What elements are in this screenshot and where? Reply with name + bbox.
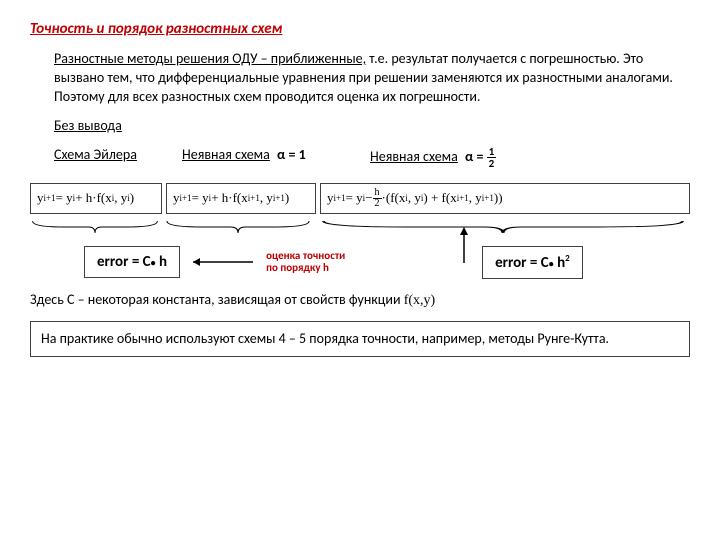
brace-3 [316,220,690,234]
arrow-left-icon [188,252,258,272]
constant-description: Здесь C – некоторая константа, зависящая… [30,291,690,311]
error-box-1: error = C• h [84,246,180,278]
intro-paragraph: Разностные методы решения ОДУ – приближе… [54,50,690,107]
alpha-half-pre: α = [465,148,487,165]
formula-row: yi+1 = yi + h·f(xi, yi) yi+1 = yi + h·f(… [30,183,690,214]
subheading: Без вывода [54,117,690,134]
accuracy-note: оценка точности по порядку h [266,250,386,275]
formula-implicit2: yi+1 = yi − h2·(f(xi, yi) + f(xi+1, yi+1… [320,183,690,214]
alpha-1: α = 1 [277,146,306,163]
scheme-implicit1-label: Неявная схема [182,146,270,163]
brace-row [30,220,690,236]
error-box-2: error = C• h2 [482,246,583,279]
formula-implicit1: yi+1 = yi + h·f(xi+1, yi+1) [166,183,316,214]
brace-2 [164,220,312,234]
scheme-labels-row: Схема Эйлера Неявная схема α = 1 Неявная… [54,146,690,169]
practice-note: На практике обычно используют схемы 4 – … [30,321,690,357]
fraction-half: 12 [487,146,497,169]
error-row: error = C• h оценка точности по порядку … [30,246,690,279]
formula-euler: yi+1 = yi + h·f(xi, yi) [30,183,162,214]
page-title: Точность и порядок разностных схем [30,20,690,38]
brace-1 [30,220,160,234]
scheme-euler-label: Схема Эйлера [54,146,137,163]
intro-underline: Разностные методы решения ОДУ – приближе… [54,50,366,67]
scheme-implicit2-label: Неявная схема [370,148,458,165]
